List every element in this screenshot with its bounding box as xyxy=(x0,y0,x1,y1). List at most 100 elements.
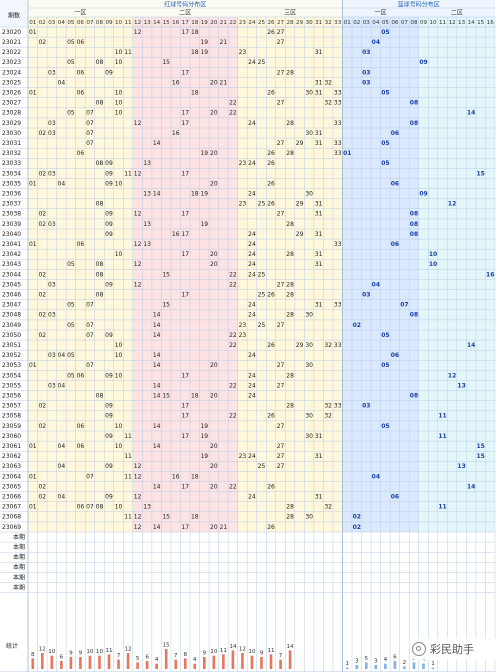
red-ball-number: 20 xyxy=(210,110,218,117)
red-ball-number: 22 xyxy=(229,342,237,349)
red-ball-number: 25 xyxy=(258,291,266,298)
red-ball-number: 22 xyxy=(229,413,237,420)
red-column-header: 04 xyxy=(58,20,66,26)
red-ball-number: 33 xyxy=(334,100,342,107)
red-ball-number: 02 xyxy=(38,221,46,228)
red-ball-number: 28 xyxy=(286,514,294,521)
red-ball-number: 01 xyxy=(29,473,37,480)
stat-bar xyxy=(164,649,168,669)
red-ball-number: 15 xyxy=(162,59,170,66)
blue-ball-number: 06 xyxy=(391,493,399,500)
red-ball-number: 25 xyxy=(258,322,266,329)
red-ball-number: 08 xyxy=(96,271,104,278)
stat-bar xyxy=(126,653,130,669)
red-ball-number: 24 xyxy=(248,352,256,359)
period-number: 23055 xyxy=(2,382,21,389)
stat-bar-blue xyxy=(431,667,435,669)
period-number: 23047 xyxy=(2,302,21,309)
blue-ball-number: 05 xyxy=(381,140,389,147)
blue-ball-number: 03 xyxy=(362,69,370,76)
red-ball-number: 09 xyxy=(105,463,113,470)
stat-value: 9 xyxy=(203,651,207,657)
stat-bar xyxy=(40,653,44,669)
red-ball-number: 32 xyxy=(324,413,332,420)
red-column-header: 14 xyxy=(153,20,161,26)
blue-ball-number: 05 xyxy=(381,362,389,369)
red-ball-number: 11 xyxy=(124,453,132,460)
blue-ball-number: 07 xyxy=(400,302,408,309)
red-ball-number: 26 xyxy=(267,29,275,36)
red-column-header: 22 xyxy=(229,20,236,26)
red-column-header: 13 xyxy=(144,20,152,26)
blue-column-header: 16 xyxy=(487,20,495,26)
period-number: 23045 xyxy=(2,281,21,288)
red-ball-number: 29 xyxy=(296,140,304,147)
period-number: 23057 xyxy=(2,403,21,410)
period-number: 23020 xyxy=(2,29,21,36)
stat-bar xyxy=(155,663,158,669)
red-ball-number: 32 xyxy=(324,504,332,511)
stat-bar-blue xyxy=(412,662,416,669)
blue-column-header: 12 xyxy=(449,20,456,26)
red-ball-number: 27 xyxy=(277,140,285,147)
blue-ball-number: 05 xyxy=(381,332,389,339)
red-ball-number: 23 xyxy=(239,322,247,329)
red-ball-number: 01 xyxy=(29,504,37,511)
red-ball-number: 05 xyxy=(67,39,75,46)
stat-value: 7 xyxy=(174,653,178,659)
red-ball-number: 28 xyxy=(286,504,294,511)
period-number: 23032 xyxy=(2,150,21,157)
red-ball-number: 26 xyxy=(267,201,275,208)
red-ball-number: 12 xyxy=(134,473,142,480)
red-ball-number: 14 xyxy=(153,524,161,531)
period-number: 23058 xyxy=(2,413,21,420)
red-ball-number: 14 xyxy=(153,322,161,329)
red-ball-number: 33 xyxy=(334,140,342,147)
red-ball-number: 06 xyxy=(77,241,85,248)
red-ball-number: 25 xyxy=(258,201,266,208)
red-ball-number: 17 xyxy=(181,413,189,420)
red-column-header: 17 xyxy=(182,20,190,26)
zone-background xyxy=(132,17,238,532)
stat-value: 6 xyxy=(145,655,149,661)
red-ball-number: 06 xyxy=(77,423,85,430)
red-ball-number: 10 xyxy=(115,110,123,117)
red-column-header: 19 xyxy=(201,20,209,26)
red-ball-number: 24 xyxy=(248,382,256,389)
red-ball-number: 27 xyxy=(277,39,285,46)
red-ball-number: 27 xyxy=(277,382,285,389)
red-ball-number: 17 xyxy=(181,69,189,76)
red-ball-number: 30 xyxy=(305,89,313,96)
red-ball-number: 31 xyxy=(315,433,323,440)
red-ball-number: 30 xyxy=(305,514,313,521)
red-ball-number: 26 xyxy=(267,342,275,349)
red-column-header: 10 xyxy=(115,20,123,26)
red-column-header: 08 xyxy=(96,20,104,26)
red-ball-number: 19 xyxy=(200,433,208,440)
red-ball-number: 32 xyxy=(324,403,332,410)
red-ball-number: 22 xyxy=(229,332,237,339)
stat-bar xyxy=(260,657,263,669)
red-ball-number: 29 xyxy=(296,231,304,238)
red-ball-number: 26 xyxy=(267,89,275,96)
stat-bar xyxy=(31,658,35,669)
red-ball-number: 20 xyxy=(210,150,218,157)
blue-ball-number: 04 xyxy=(372,473,380,480)
period-number: 23028 xyxy=(2,110,21,117)
red-ball-number: 03 xyxy=(48,382,56,389)
red-ball-number: 20 xyxy=(210,362,218,369)
red-ball-number: 31 xyxy=(315,49,323,56)
watermark: 彩民助手 xyxy=(412,638,498,660)
period-number: 23025 xyxy=(2,79,21,86)
red-ball-number: 08 xyxy=(96,201,104,208)
red-column-header: 21 xyxy=(220,20,228,26)
red-ball-number: 30 xyxy=(305,190,313,197)
blue-ball-number: 05 xyxy=(381,160,389,167)
stat-bar xyxy=(50,655,54,669)
stat-value: 8 xyxy=(183,652,187,658)
period-number: 23067 xyxy=(2,504,21,511)
red-ball-number: 20 xyxy=(210,524,218,531)
red-ball-number: 31 xyxy=(315,89,323,96)
red-ball-number: 07 xyxy=(86,302,94,309)
red-column-header: 32 xyxy=(325,20,332,26)
